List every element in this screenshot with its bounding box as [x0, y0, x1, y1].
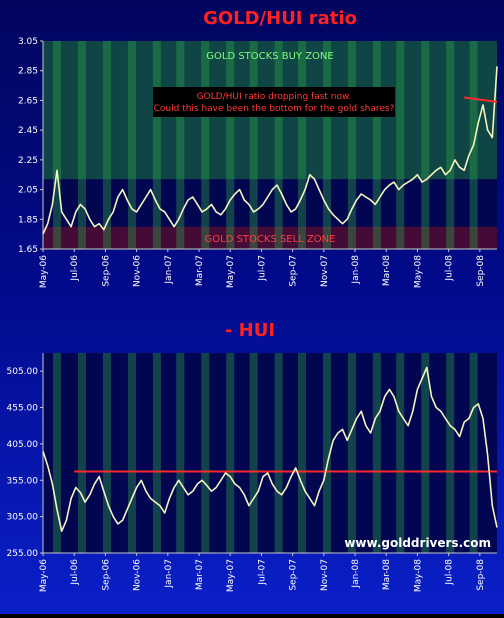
ratio-highlight-band-13: [372, 41, 381, 249]
hui-highlight-band-14: [396, 353, 405, 553]
ratio-highlight-band-8: [249, 41, 258, 249]
hui-highlight-band-5: [176, 353, 185, 553]
ratio-highlight-band-3: [127, 41, 136, 249]
hui-xtick-label-1: Jul-06: [70, 559, 80, 586]
hui-ytick-label-0: 505.00: [7, 367, 39, 377]
hui-index-chart: 505.00455.00405.00355.00305.00255.00May-…: [7, 320, 498, 592]
ratio-highlight-band-2: [102, 41, 111, 249]
ratio-highlight-band-6: [201, 41, 210, 249]
hui-xtick-label-4: Jan-07: [164, 559, 174, 589]
hui-highlight-band-17: [469, 353, 478, 553]
hui-watermark: www.golddrivers.com: [344, 536, 491, 550]
ratio-xtick-label-6: May-07: [226, 255, 236, 288]
ratio-highlight-band-1: [78, 41, 87, 249]
hui-xtick-label-13: Jul-08: [445, 559, 455, 586]
ratio-xtick-label-1: Jul-06: [70, 255, 80, 282]
ratio-highlight-band-7: [226, 41, 235, 249]
hui-ytick-label-3: 355.00: [7, 476, 39, 486]
ratio-xtick-label-10: Jan-08: [351, 255, 361, 285]
hui-highlight-band-16: [446, 353, 455, 553]
ratio-zone-label-1: GOLD STOCKS SELL ZONE: [205, 234, 336, 245]
hui-ytick-label-2: 405.00: [7, 440, 39, 450]
hui-highlight-band-3: [127, 353, 136, 553]
ratio-chart-title: GOLD/HUI ratio: [203, 8, 357, 29]
hui-highlight-band-7: [226, 353, 235, 553]
ratio-ytick-label-2: 2.65: [18, 96, 38, 106]
hui-highlight-band-10: [297, 353, 306, 553]
hui-highlight-band-4: [152, 353, 161, 553]
hui-highlight-band-9: [274, 353, 283, 553]
hui-highlight-band-6: [201, 353, 210, 553]
hui-highlight-band-11: [322, 353, 331, 553]
hui-xtick-label-11: Mar-08: [382, 559, 392, 590]
ratio-ytick-label-0: 3.05: [18, 37, 38, 47]
ratio-xtick-label-11: Mar-08: [382, 255, 392, 286]
hui-series-line-0: [42, 366, 498, 533]
ratio-xtick-label-13: Jul-08: [445, 255, 455, 282]
ratio-highlight-band-14: [396, 41, 405, 249]
ratio-zone-1: [43, 226, 497, 249]
hui-highlight-band-8: [249, 353, 258, 553]
ratio-series-line-0: [42, 66, 498, 235]
ratio-xtick-label-14: Sep-08: [476, 255, 486, 287]
hui-highlight-band-1: [78, 353, 87, 553]
ratio-highlight-band-0: [53, 41, 62, 249]
ratio-xtick-label-0: May-06: [39, 255, 49, 288]
hui-xtick-label-7: Jul-07: [257, 559, 267, 586]
hui-xtick-label-2: Sep-06: [101, 559, 111, 591]
hui-chart-title: - HUI: [225, 320, 275, 341]
gold-hui-ratio-chart: GOLD STOCKS BUY ZONE GOLD STOCKS SELL ZON…: [18, 8, 498, 288]
hui-xtick-label-6: May-07: [226, 559, 236, 592]
ratio-annotation-line-1: Could this have been the bottom for the …: [154, 104, 395, 114]
hui-xtick-label-8: Sep-07: [289, 559, 299, 591]
ratio-highlight-band-12: [347, 41, 356, 249]
ratio-xtick-label-2: Sep-06: [101, 255, 111, 287]
hui-highlight-band-13: [372, 353, 381, 553]
hui-highlight-band-15: [421, 353, 430, 553]
ratio-ytick-label-1: 2.85: [18, 67, 38, 77]
ratio-ytick-label-6: 1.85: [18, 215, 38, 225]
ratio-highlight-band-5: [176, 41, 185, 249]
ratio-xtick-label-5: Mar-07: [195, 255, 205, 286]
ratio-xtick-label-7: Jul-07: [257, 255, 267, 282]
ratio-xtick-label-4: Jan-07: [164, 255, 174, 285]
ratio-annotation-line-0: GOLD/HUI ratio dropping fast now.: [197, 92, 352, 102]
ratio-xtick-label-3: Nov-06: [133, 255, 143, 287]
ratio-highlight-band-10: [297, 41, 306, 249]
ratio-ytick-label-7: 1.65: [18, 245, 38, 255]
ratio-highlight-band-9: [274, 41, 283, 249]
hui-xtick-label-10: Jan-08: [351, 559, 361, 589]
hui-xtick-label-12: May-08: [413, 559, 423, 592]
hui-highlight-band-0: [53, 353, 62, 553]
ratio-highlight-band-15: [421, 41, 430, 249]
ratio-ytick-label-4: 2.25: [18, 156, 38, 166]
ratio-zone-label-0: GOLD STOCKS BUY ZONE: [206, 51, 333, 62]
hui-ytick-label-1: 455.00: [7, 404, 39, 414]
ratio-annotation-box: [153, 87, 395, 117]
ratio-xtick-label-8: Sep-07: [289, 255, 299, 287]
ratio-ytick-label-5: 2.05: [18, 186, 38, 196]
hui-xtick-label-14: Sep-08: [476, 559, 486, 591]
ratio-xtick-label-12: May-08: [413, 255, 423, 288]
ratio-ytick-label-3: 2.45: [18, 126, 38, 136]
hui-xtick-label-9: Nov-07: [320, 559, 330, 591]
ratio-highlight-band-11: [322, 41, 331, 249]
hui-xtick-label-3: Nov-06: [133, 559, 143, 591]
hui-highlight-band-2: [102, 353, 111, 553]
hui-ytick-label-5: 255.00: [7, 549, 39, 559]
ratio-highlight-band-4: [152, 41, 161, 249]
hui-plot-area: [43, 353, 497, 553]
ratio-highlight-band-16: [446, 41, 455, 249]
hui-xtick-label-0: May-06: [39, 559, 49, 592]
hui-highlight-band-12: [347, 353, 356, 553]
ratio-trendline: [464, 96, 498, 103]
hui-xtick-label-5: Mar-07: [195, 559, 205, 590]
ratio-xtick-label-9: Nov-07: [320, 255, 330, 287]
hui-ytick-label-4: 305.00: [7, 513, 39, 523]
